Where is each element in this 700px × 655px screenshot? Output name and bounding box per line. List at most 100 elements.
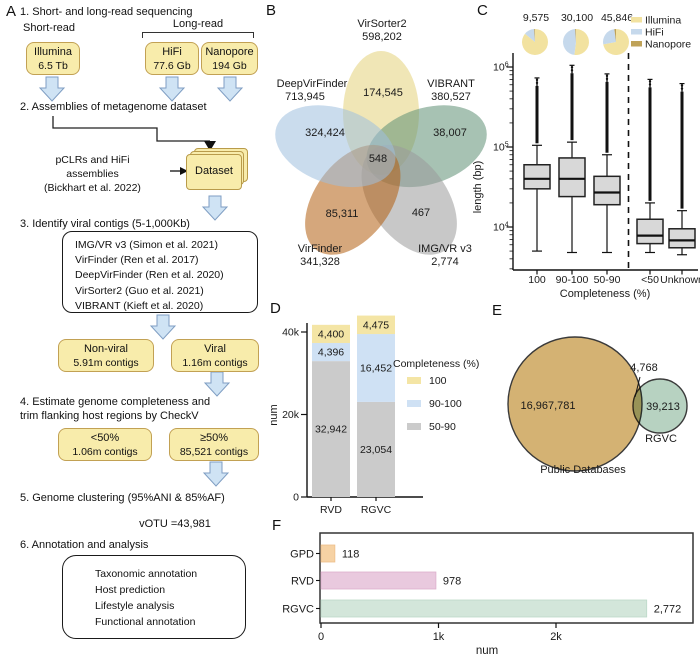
outlier-dot — [648, 80, 652, 83]
x-tick-label: <50 — [641, 274, 659, 286]
outlier-dot — [680, 84, 684, 87]
outlier-dot — [648, 83, 652, 86]
y-tick-label: 104 — [493, 222, 509, 234]
note-arrowhead-icon — [180, 167, 188, 175]
hifi-box: HiFi 77.6 Gb — [145, 42, 199, 75]
illumina-value: 6.5 Tb — [38, 60, 68, 72]
venn-set-total: 341,328 — [300, 256, 340, 268]
bar-segment-RGVC-50-90 — [357, 401, 395, 497]
viral-box: Viral 1.16m contigs — [171, 339, 259, 372]
illumina-name: Illumina — [34, 46, 72, 58]
y-tick-label: GPD — [290, 549, 314, 561]
bar-RVD — [320, 571, 437, 590]
viral-name: Viral — [204, 343, 226, 355]
box-Unknown — [668, 228, 696, 249]
bar-segment-RVD-50-90 — [312, 361, 350, 497]
venn-set-total: 2,774 — [431, 256, 459, 268]
y-tick-label: 20k — [282, 409, 300, 421]
long-read-label: Long-read — [172, 18, 224, 30]
down-arrow-icon — [201, 195, 229, 221]
tool-item: DeepVirFinder (Ren et al. 2020) — [75, 269, 224, 282]
ge50-count: 85,521 contigs — [179, 446, 249, 458]
lt50-name: <50% — [90, 432, 120, 444]
pie-slice-HiFi — [563, 29, 576, 55]
nonviral-count: 5.91m contigs — [73, 357, 139, 369]
assembly-note-line2: assemblies — [66, 168, 119, 180]
x-tick-label: 1k — [433, 631, 445, 643]
tool-item: VirFinder (Ren et al. 2017) — [75, 254, 199, 267]
box-90-100 — [558, 157, 586, 198]
down-arrow-icon — [216, 76, 244, 102]
connector-arrowhead-icon — [204, 141, 216, 151]
panel-c-label: C — [477, 2, 488, 19]
pie-slice-Illumina — [574, 29, 589, 55]
outlier-dot — [605, 77, 609, 81]
annotation-box: Taxonomic annotation Host prediction Lif… — [62, 555, 246, 639]
plot-frame — [319, 532, 694, 624]
venn-region-value: 467 — [412, 207, 430, 219]
segment-value: 23,054 — [360, 444, 392, 456]
overlap-pointer-line — [634, 376, 641, 398]
down-arrow-icon — [149, 314, 177, 340]
box-100 — [523, 163, 551, 190]
long-read-bracket — [142, 32, 254, 38]
bar-RGVC — [320, 599, 648, 618]
tool-item: VIBRANT (Kieft et al. 2020) — [75, 299, 204, 312]
step4-title-line1: 4. Estimate genome completeness and — [20, 396, 211, 408]
venn-set-name: VirSorter2 — [357, 18, 406, 30]
lt50-box: <50% 1.06m contigs — [58, 428, 152, 461]
outlier-dot — [535, 81, 539, 85]
ge50-box: ≥50% 85,521 contigs — [169, 428, 259, 461]
bar-segment-RGVC-90-100 — [357, 334, 395, 402]
bar-value: 118 — [342, 549, 360, 561]
venn-set-name: IMG/VR v3 — [418, 243, 472, 255]
dataset-page-front — [186, 154, 242, 190]
annotation-item: Host prediction — [95, 584, 166, 596]
segment-value: 16,452 — [360, 362, 392, 374]
x-axis-title: num — [476, 645, 498, 655]
hifi-value: 77.6 Gb — [153, 60, 191, 72]
box-50-90 — [593, 175, 621, 206]
venn-region-value: 38,007 — [433, 127, 467, 139]
legend-swatch-Nanopore — [631, 41, 642, 47]
y-tick-label: 105 — [493, 142, 509, 154]
panel-d-label: D — [270, 300, 281, 317]
rgvc-value: 39,213 — [646, 401, 680, 413]
step6-title: 6. Annotation and analysis — [20, 539, 149, 551]
panel-e-label: E — [492, 302, 503, 319]
tool-item: IMG/VR v3 (Simon et al. 2021) — [75, 239, 218, 251]
nanopore-value: 194 Gb — [212, 60, 247, 72]
tool-item: VirSorter2 (Guo et al. 2021) — [75, 284, 204, 297]
venn-petal-DeepVirFinder — [275, 105, 396, 188]
venn-set-total: 380,527 — [431, 91, 471, 103]
pie-slice-Nanopore — [614, 29, 616, 42]
panel-b-label: B — [266, 2, 277, 19]
x-tick-label: RVD — [320, 504, 342, 516]
step5-title: 5. Genome clustering (95%ANI & 85%AF) — [20, 492, 225, 504]
pie-count: 9,575 — [523, 12, 549, 24]
viral-count: 1.16m contigs — [182, 357, 248, 369]
legend-label: 50-90 — [429, 421, 456, 433]
segment-value: 4,400 — [318, 328, 344, 340]
venn-set-name: VIBRANT — [427, 78, 475, 90]
down-arrow-icon — [203, 371, 231, 397]
nanopore-box: Nanopore 194 Gb — [201, 42, 258, 75]
nonviral-name: Non-viral — [83, 343, 128, 355]
pie-slice-HiFi — [603, 29, 616, 45]
completeness-stacked-bar-chart: 0 20k 40k num 32,942 4,396 4,400 RVD 23,054 16,45… — [268, 315, 479, 516]
assembly-note-line3: (Bickhart et al. 2022) — [44, 182, 141, 194]
step1-title: 1. Short- and long-read sequencing — [20, 6, 193, 18]
viral-tools-box: IMG/VR v3 (Simon et al. 2021) VirFinder … — [62, 231, 258, 313]
y-tick-label: RVD — [291, 576, 314, 588]
step3-title: 3. Identify viral contigs (5-1,000Kb) — [20, 218, 190, 230]
legend-label: 90-100 — [429, 398, 462, 410]
ge50-name: ≥50% — [199, 432, 229, 444]
legend-swatch-90-100 — [407, 400, 421, 407]
legend-swatch-Illumina — [631, 17, 642, 23]
box-<50 — [636, 218, 664, 245]
bar-segment-RVD-90-100 — [312, 342, 350, 362]
step2-title: 2. Assemblies of metagenome dataset — [20, 101, 207, 113]
pie-count: 30,100 — [561, 12, 593, 24]
